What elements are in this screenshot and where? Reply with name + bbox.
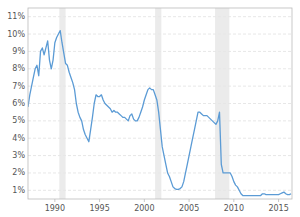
plot-data — [28, 8, 291, 199]
x-tick-label: 2015 — [268, 204, 288, 213]
x-tick — [233, 199, 234, 202]
y-tick-label: 4% — [12, 134, 25, 143]
x-axis: 1990 1995 2000 2005 2010 2015 — [45, 199, 289, 213]
y-tick-label: 11% — [7, 12, 25, 21]
x-tick — [99, 199, 100, 202]
rate-line — [28, 31, 291, 196]
x-tick — [54, 199, 55, 202]
x-tick — [278, 199, 279, 202]
y-tick-label: 6% — [12, 99, 25, 108]
y-tick-label: 10% — [7, 30, 25, 39]
recession-band — [155, 8, 161, 199]
y-tick-label: 8% — [12, 64, 25, 73]
x-tick — [189, 199, 190, 202]
x-tick-label: 1995 — [89, 204, 109, 213]
x-tick-label: 2005 — [179, 204, 199, 213]
x-tick-label: 2000 — [134, 204, 154, 213]
y-axis: 1% 2% 3% 4% 5% 6% 7% 8% 9% 10% 11% — [7, 12, 25, 195]
x-tick-label: 1990 — [45, 204, 65, 213]
y-tick-label: 1% — [12, 186, 25, 195]
y-tick-label: 3% — [12, 151, 25, 160]
y-tick-label: 5% — [12, 116, 25, 125]
recession-band — [59, 8, 65, 199]
y-tick-label: 9% — [12, 47, 25, 56]
chart: 1% 2% 3% 4% 5% 6% 7% 8% 9% 10% 11% 1990 1995 2000 2005… — [0, 0, 300, 217]
y-tick-label: 2% — [12, 168, 25, 177]
plot-frame — [28, 8, 292, 199]
y-tick-label: 7% — [12, 82, 25, 91]
x-tick-label: 2010 — [224, 204, 244, 213]
x-tick — [144, 199, 145, 202]
